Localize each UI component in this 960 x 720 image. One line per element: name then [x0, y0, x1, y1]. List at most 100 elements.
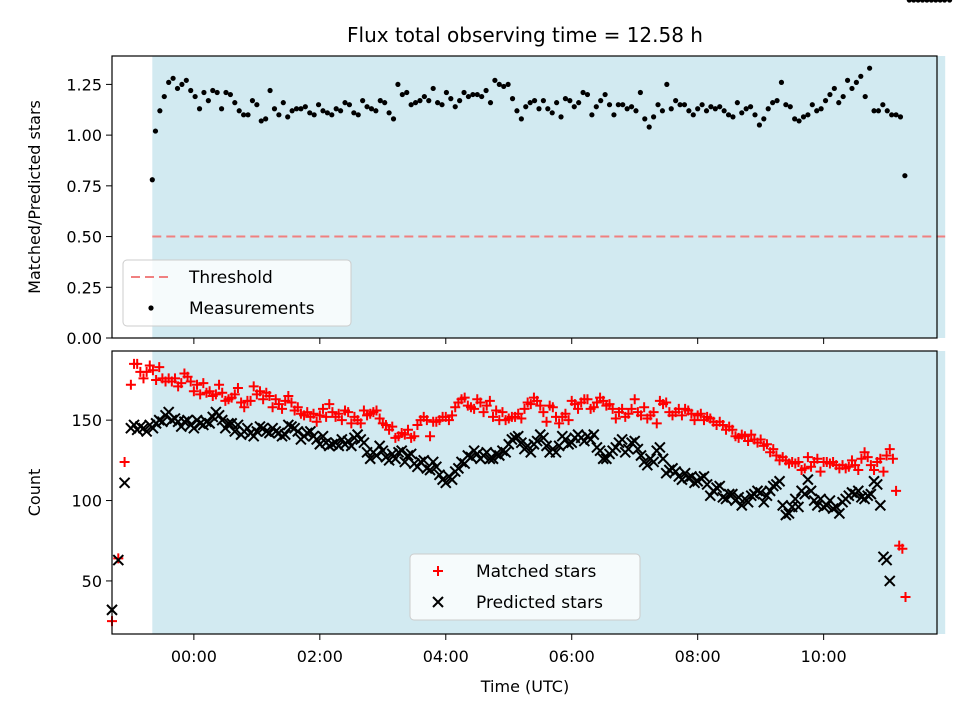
predicted-star-point [515, 436, 528, 449]
predicted-star-point [229, 425, 241, 438]
matched-star-point [695, 408, 706, 419]
measurement-point [258, 118, 264, 124]
measurement-point [822, 98, 829, 104]
measurement-point [778, 79, 785, 85]
predicted-star-point [884, 575, 896, 587]
measurement-point [179, 81, 185, 88]
predicted-star-point [865, 488, 877, 500]
predicted-star-point [216, 414, 228, 426]
measurement-point [867, 65, 873, 71]
matched-star-point [636, 410, 647, 421]
measurement-point [615, 102, 621, 108]
axes-frame [111, 350, 938, 635]
measurement-point [880, 102, 886, 108]
predicted-star-point [364, 453, 376, 465]
measurement-point [311, 112, 317, 118]
matched-star-point [639, 402, 650, 413]
predicted-star-point [156, 416, 169, 428]
measurement-point [483, 87, 489, 94]
matched-star-point [125, 379, 136, 390]
measurement-point [844, 77, 851, 83]
legend-label: Threshold [188, 268, 273, 288]
measurement-point [584, 91, 591, 98]
measurement-point [796, 118, 802, 124]
matched-star-point [469, 403, 480, 414]
measurement-point [452, 104, 458, 110]
measurement-point [531, 98, 538, 104]
measurement-point [241, 112, 247, 118]
matched-star-point [869, 464, 880, 475]
predicted-star-point [418, 454, 430, 467]
matched-star-point [195, 389, 206, 400]
matched-star-point [560, 408, 571, 419]
predicted-star-point [134, 420, 147, 433]
measurement-point [642, 116, 648, 122]
predicted-star-point [537, 432, 550, 444]
predicted-star-point [392, 446, 405, 459]
measurement-point [280, 100, 286, 106]
measurement-point [245, 112, 251, 118]
measurement-point [161, 93, 167, 100]
measurement-point [386, 110, 392, 116]
matched-star-point [755, 434, 766, 445]
matched-star-point [516, 413, 527, 424]
measurement-point [426, 98, 432, 104]
predicted-star-point [395, 444, 408, 457]
predicted-star-point [178, 416, 191, 428]
matched-star-point [169, 373, 180, 384]
predicted-star-point [260, 425, 273, 438]
x-tick-label: 10:00 [801, 647, 847, 666]
measurement-point [232, 100, 238, 106]
measurement-point [174, 85, 181, 92]
measurement-point [747, 104, 754, 110]
matched-star-point [875, 453, 886, 464]
count-panel: 50 100 150 00:00 02:00 04:00 06:00 08:00 10:00 Co… [25, 350, 946, 666]
matched-star-point [887, 453, 898, 464]
predicted-star-point [389, 453, 402, 465]
matched-star-point [185, 376, 196, 387]
measurement-point [756, 122, 763, 128]
measurement-point [201, 89, 207, 96]
measurement-point [858, 73, 864, 79]
measurement-point [628, 104, 635, 110]
measurement-point [183, 77, 189, 83]
measurement-point [787, 104, 793, 110]
predicted-star-point [402, 449, 414, 462]
matched-star-point [308, 408, 319, 419]
measurement-point [170, 75, 176, 81]
matched-star-point [421, 415, 432, 426]
predicted-star-point [654, 441, 666, 454]
matched-star-point [900, 592, 911, 603]
predicted-star-point [632, 443, 644, 455]
predicted-star-point [506, 433, 518, 446]
measurement-point [465, 93, 472, 100]
measurement-point [285, 114, 291, 120]
legend-box [122, 259, 352, 327]
legend-box [409, 553, 641, 621]
measurement-point [770, 100, 776, 106]
legend: Matched stars Predicted stars [409, 553, 641, 621]
matched-star-point [459, 392, 470, 403]
matched-star-point [267, 402, 278, 413]
measurement-point [673, 98, 679, 104]
measurement-point [448, 96, 454, 102]
measurement-point [792, 116, 798, 122]
predicted-star-point [789, 493, 802, 505]
measurement-point [505, 81, 511, 88]
y-tick-label: 50 [82, 572, 102, 591]
measurement-point [298, 106, 304, 112]
matched-star-point [484, 395, 495, 406]
matched-star-point [843, 461, 854, 472]
measurement-point [492, 77, 498, 83]
measurement-point [721, 108, 727, 114]
predicted-star-point [685, 470, 698, 483]
predicted-star-point [754, 486, 767, 499]
measurement-point [540, 98, 546, 104]
measurement-point [249, 98, 256, 104]
predicted-star-point [285, 420, 298, 433]
predicted-star-point [688, 477, 701, 489]
measurement-point [342, 100, 348, 106]
measurement-point [906, 0, 912, 3]
measurement-point [836, 100, 842, 106]
measurement-point [809, 102, 815, 108]
